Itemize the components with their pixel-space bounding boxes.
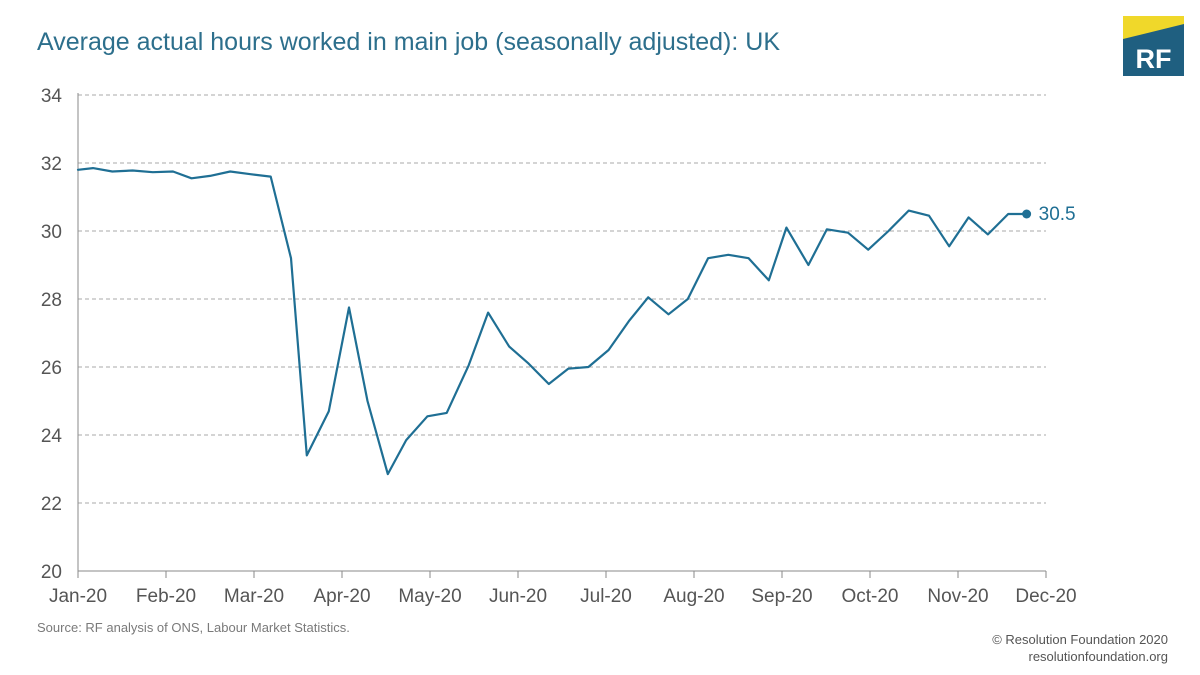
x-tick-label: Mar-20 bbox=[224, 586, 284, 607]
copyright-block: © Resolution Foundation 2020 resolutionf… bbox=[992, 631, 1168, 665]
website-line: resolutionfoundation.org bbox=[1028, 649, 1169, 664]
x-tick-label: Sep-20 bbox=[751, 586, 812, 607]
series-line bbox=[76, 167, 1028, 476]
rf-logo: RF bbox=[1123, 16, 1184, 76]
x-tick-label: Aug-20 bbox=[663, 586, 724, 607]
y-tick-label: 24 bbox=[41, 426, 63, 447]
end-point-marker bbox=[1022, 209, 1032, 219]
y-tick-label: 22 bbox=[41, 494, 62, 515]
y-tick-label: 32 bbox=[41, 154, 62, 175]
x-tick-label: Apr-20 bbox=[313, 586, 370, 607]
x-tick-label: Oct-20 bbox=[841, 586, 898, 607]
y-tick-label: 26 bbox=[41, 358, 62, 379]
x-tick-label: Jan-20 bbox=[49, 586, 107, 607]
series-layer: 30.5 bbox=[76, 167, 1076, 476]
axes bbox=[77, 93, 1047, 578]
logo-text: RF bbox=[1136, 44, 1172, 74]
grid-lines bbox=[78, 94, 1046, 504]
source-note: Source: RF analysis of ONS, Labour Marke… bbox=[37, 620, 350, 635]
x-tick-label: Nov-20 bbox=[927, 586, 988, 607]
x-tick-label: Dec-20 bbox=[1015, 586, 1076, 607]
y-tick-label: 20 bbox=[41, 562, 62, 583]
y-tick-label: 34 bbox=[41, 86, 63, 107]
x-tick-label: Feb-20 bbox=[136, 586, 196, 607]
y-tick-label: 30 bbox=[41, 222, 62, 243]
chart-title: Average actual hours worked in main job … bbox=[37, 28, 780, 56]
tick-labels: 20 22 24 26 28 30 32 34 Jan-20 Feb-20 Mar-20 Apr-20… bbox=[41, 86, 1077, 607]
y-tick-label: 28 bbox=[41, 290, 62, 311]
end-value-label: 30.5 bbox=[1039, 204, 1076, 225]
x-tick-label: May-20 bbox=[398, 586, 461, 607]
copyright-line: © Resolution Foundation 2020 bbox=[992, 632, 1168, 647]
x-tick-label: Jun-20 bbox=[489, 586, 547, 607]
x-tick-label: Jul-20 bbox=[580, 586, 632, 607]
